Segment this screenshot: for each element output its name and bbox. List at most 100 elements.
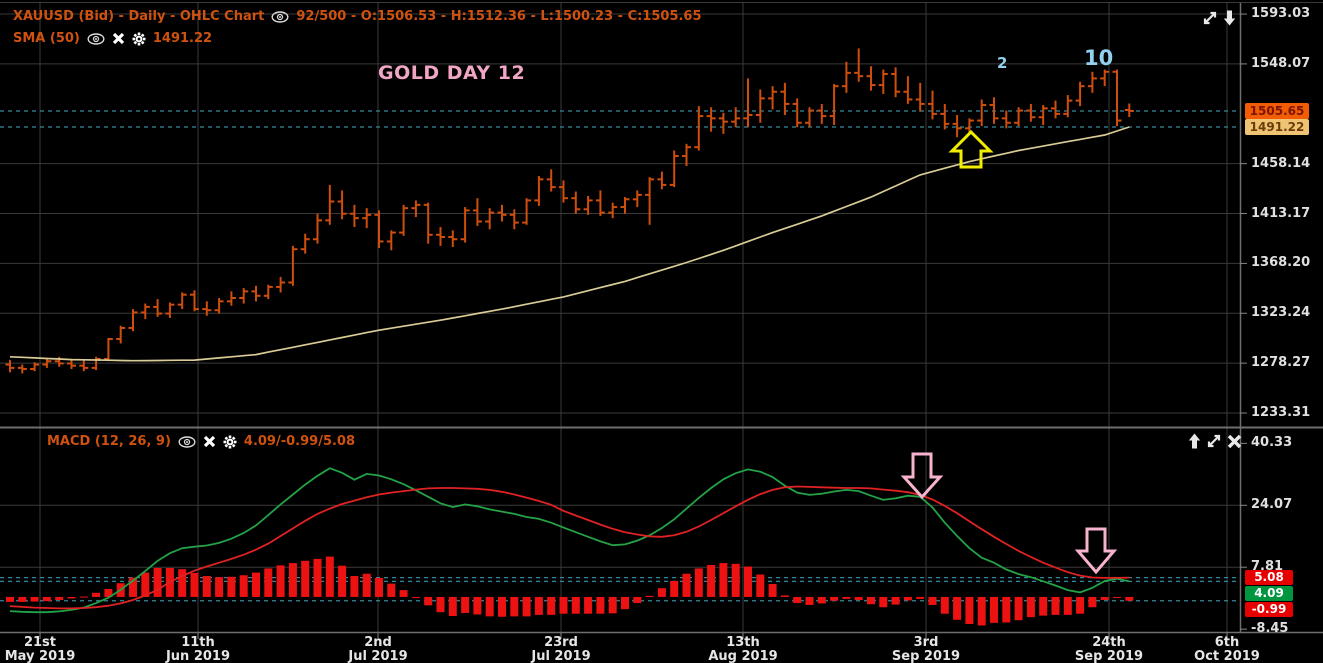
macd-histogram-bar bbox=[670, 580, 679, 597]
macd-histogram-bar bbox=[1113, 596, 1121, 598]
macd-histogram-bar bbox=[55, 596, 64, 601]
visibility-eye-icon[interactable] bbox=[271, 10, 289, 23]
down-arrow-annotation[interactable] bbox=[900, 452, 944, 500]
macd-histogram-bar bbox=[596, 596, 605, 614]
macd-histogram-bar bbox=[903, 596, 912, 601]
y-axis-label: 1323.24 bbox=[1251, 305, 1311, 321]
date-axis-label: 13th Aug 2019 bbox=[708, 635, 778, 663]
macd-histogram-bar bbox=[288, 563, 297, 597]
macd-value-tag: 4.09 bbox=[1245, 586, 1293, 601]
sma-visibility-eye-icon[interactable] bbox=[87, 32, 105, 45]
macd-histogram-bar bbox=[6, 596, 14, 602]
date-axis-label: 2nd Jul 2019 bbox=[348, 635, 408, 663]
down-arrow-annotation[interactable] bbox=[1074, 527, 1118, 575]
y-axis-label: 40.33 bbox=[1251, 435, 1293, 451]
date-axis-label: 23rd Jul 2019 bbox=[531, 635, 591, 663]
macd-histogram-bar bbox=[485, 596, 494, 617]
macd-histogram-bar bbox=[780, 595, 789, 597]
macd-histogram-bar bbox=[362, 573, 371, 597]
macd-histogram-bar bbox=[153, 568, 162, 597]
up-arrow-annotation[interactable] bbox=[948, 129, 994, 169]
macd-histogram-bar bbox=[621, 596, 629, 610]
date-axis-label: 24th Sep 2019 bbox=[1074, 635, 1144, 663]
sma-current-value: 1491.22 bbox=[152, 31, 213, 46]
expand-panel-icon[interactable] bbox=[1202, 10, 1218, 30]
ohlc-readout: 92/500 - O:1506.53 - H:1512.36 - L:1500.… bbox=[296, 9, 702, 24]
macd-histogram-bar bbox=[867, 596, 875, 605]
chart-text-annotation[interactable]: GOLD DAY 12 bbox=[378, 62, 526, 84]
macd-histogram-bar bbox=[325, 556, 334, 597]
price-panel-legend: XAUUSD (Bid) - Daily - OHLC Chart 92/500… bbox=[13, 9, 702, 24]
price-panel-controls bbox=[1202, 10, 1236, 30]
close-panel-icon[interactable] bbox=[1227, 434, 1242, 453]
move-panel-down-icon[interactable] bbox=[1223, 10, 1236, 30]
y-axis-label: 24.07 bbox=[1251, 497, 1293, 513]
symbol-title: XAUUSD (Bid) - Daily - OHLC Chart bbox=[13, 9, 265, 24]
macd-signal-line-red bbox=[9, 485, 1130, 610]
macd-histogram-bar bbox=[608, 596, 617, 614]
macd-histogram-bar bbox=[301, 560, 310, 597]
macd-histogram-bar bbox=[928, 596, 937, 605]
macd-histogram-bar bbox=[768, 584, 777, 597]
macd-histogram-bar bbox=[178, 569, 187, 597]
macd-histogram-bar bbox=[264, 568, 273, 597]
macd-histogram-bar bbox=[916, 596, 925, 599]
macd-histogram-bar bbox=[682, 573, 691, 597]
macd-histogram-bar bbox=[977, 596, 986, 626]
macd-histogram-bar bbox=[534, 596, 543, 615]
macd-histogram-bar bbox=[793, 596, 802, 604]
macd-histogram-bar bbox=[1026, 596, 1035, 618]
macd-histogram-bar bbox=[805, 596, 814, 605]
macd-histogram-bar bbox=[338, 565, 347, 597]
expand-panel-icon[interactable] bbox=[1206, 433, 1222, 453]
macd-histogram-bar bbox=[707, 564, 716, 597]
sma-legend: SMA (50) 1491.22 bbox=[13, 31, 212, 46]
macd-visibility-eye-icon[interactable] bbox=[178, 435, 196, 448]
y-axis-label: 1368.20 bbox=[1251, 255, 1311, 271]
macd-histogram-bar bbox=[92, 592, 101, 597]
macd-histogram-bar bbox=[547, 596, 556, 615]
macd-histogram-bar bbox=[522, 596, 531, 617]
count-annotation-2[interactable]: 2 bbox=[997, 54, 1008, 72]
sma-remove-icon[interactable] bbox=[112, 32, 125, 45]
macd-histogram-bar bbox=[411, 596, 420, 598]
sma-price-tag: 1491.22 bbox=[1245, 119, 1309, 135]
macd-histogram-bar bbox=[510, 596, 519, 617]
macd-label: MACD (12, 26, 9) bbox=[47, 434, 171, 449]
macd-histogram-bar bbox=[18, 596, 27, 602]
macd-histogram-bar bbox=[387, 583, 396, 597]
macd-histogram-bar bbox=[990, 596, 998, 623]
count-annotation-10[interactable]: 10 bbox=[1084, 46, 1114, 70]
macd-histogram-bar bbox=[276, 565, 285, 597]
macd-line-green bbox=[9, 467, 1130, 614]
macd-histogram-bar bbox=[424, 596, 433, 606]
sma-settings-gear-icon[interactable] bbox=[132, 32, 146, 46]
macd-histogram-bar bbox=[461, 596, 470, 613]
macd-hist-tag: -0.99 bbox=[1245, 602, 1293, 617]
macd-histogram-bar bbox=[657, 588, 666, 597]
sma50-line bbox=[9, 126, 1130, 362]
sma-label: SMA (50) bbox=[13, 31, 80, 46]
macd-histogram-bar bbox=[227, 576, 236, 597]
macd-histogram-bar bbox=[350, 576, 359, 597]
macd-panel-legend: MACD (12, 26, 9) 4.09/-0.99/5.08 bbox=[47, 434, 355, 449]
macd-histogram-bar bbox=[1076, 596, 1085, 614]
macd-histogram-bar bbox=[842, 596, 851, 599]
macd-histogram-bar bbox=[448, 596, 457, 617]
y-axis-label: 7.81 bbox=[1251, 559, 1284, 575]
move-panel-up-icon[interactable] bbox=[1188, 433, 1201, 453]
macd-histogram-bar bbox=[252, 572, 260, 597]
macd-histogram-bar bbox=[940, 596, 949, 614]
macd-histogram-bar bbox=[1051, 596, 1060, 615]
macd-histogram-bar bbox=[1063, 596, 1072, 615]
macd-histogram-bar bbox=[879, 596, 888, 608]
y-axis-label: 1548.07 bbox=[1251, 55, 1311, 71]
y-axis-label: 1413.17 bbox=[1251, 205, 1311, 221]
macd-remove-icon[interactable] bbox=[203, 435, 216, 448]
macd-histogram-bar bbox=[953, 596, 962, 620]
macd-histogram-bar bbox=[1100, 596, 1109, 601]
macd-histogram-bar bbox=[571, 596, 580, 614]
macd-histogram-bar bbox=[1125, 596, 1134, 601]
macd-settings-gear-icon[interactable] bbox=[223, 435, 237, 449]
